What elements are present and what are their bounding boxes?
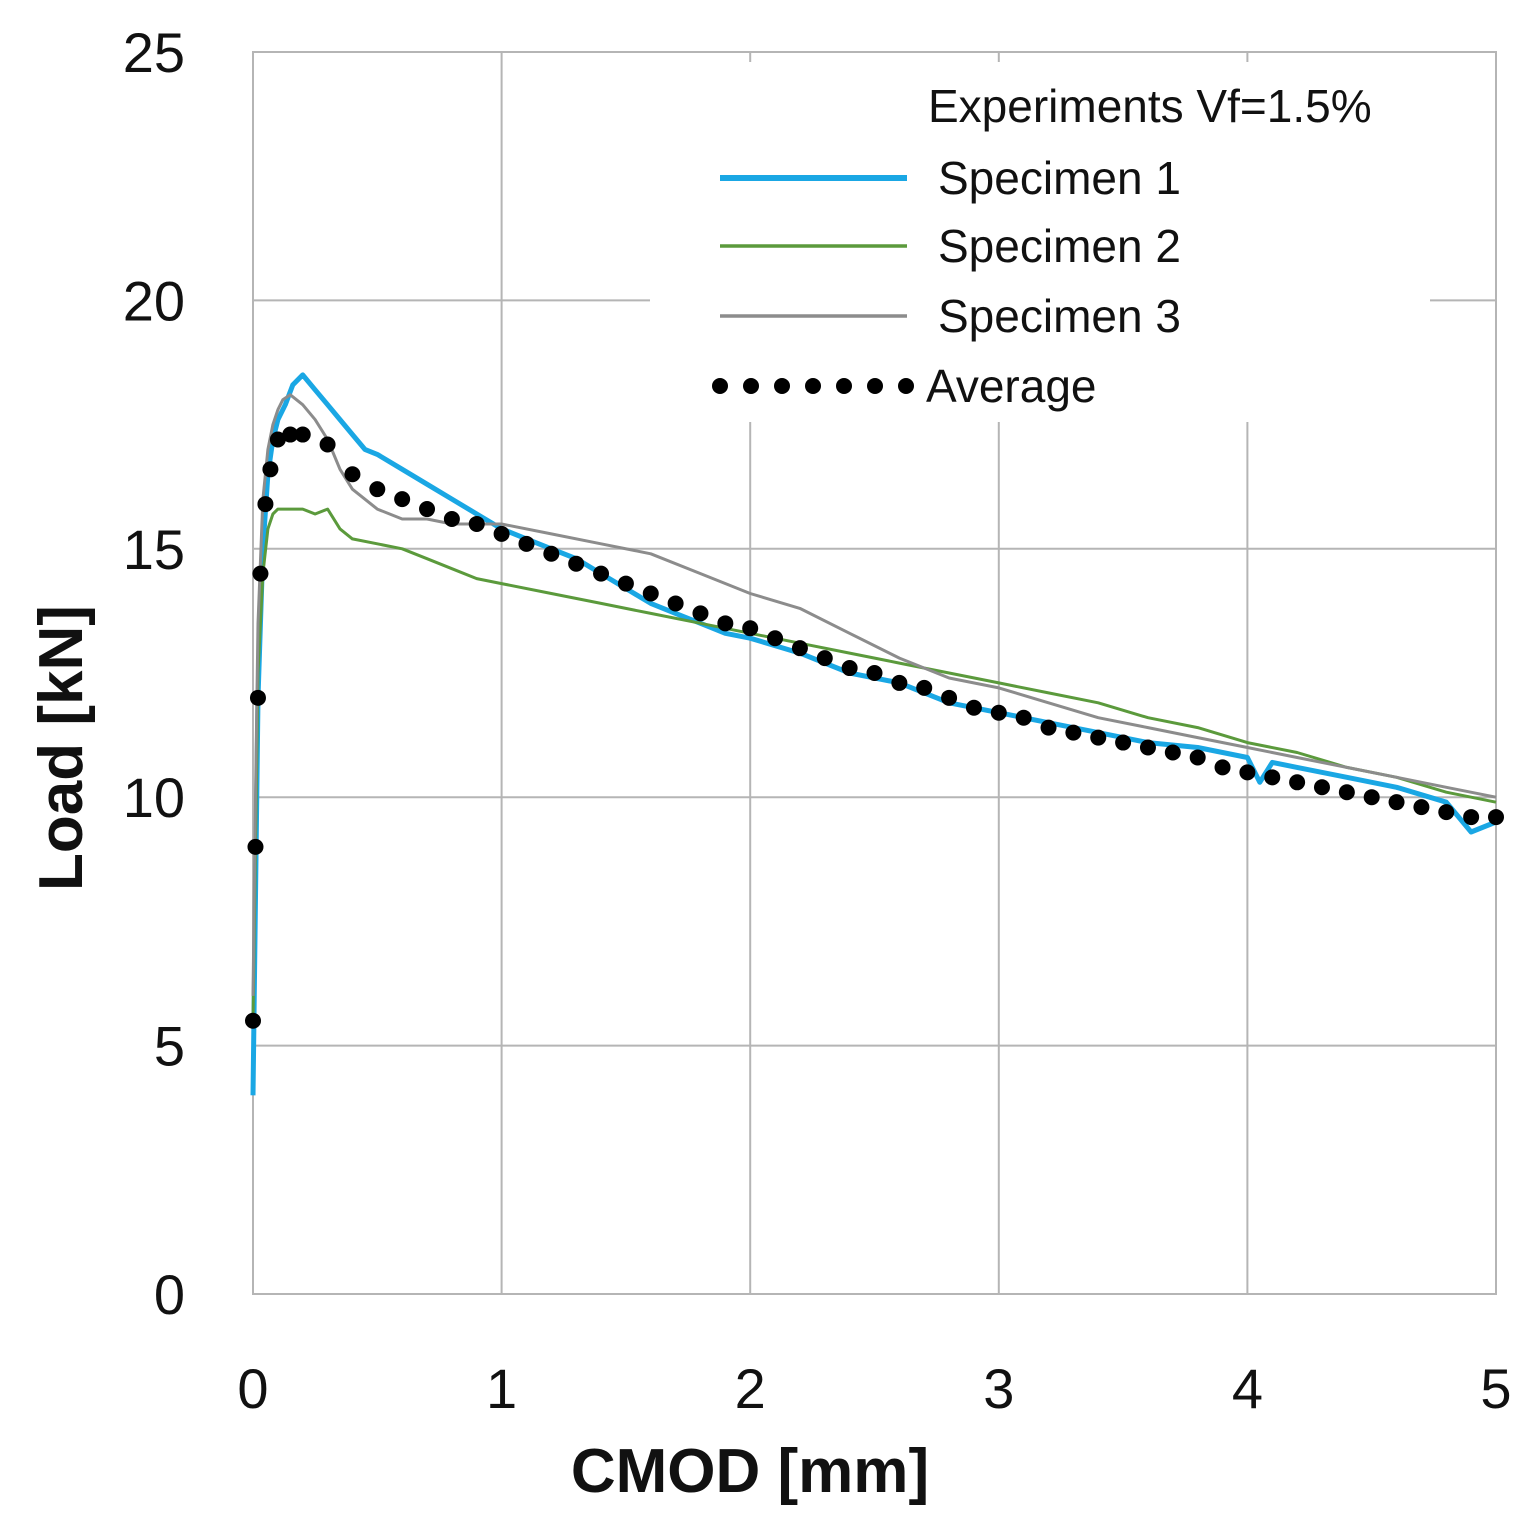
y-tick-label-1: 5 (154, 1015, 185, 1078)
average-point-4 (257, 496, 274, 513)
x-tick-label-0: 0 (237, 1357, 268, 1420)
average-point-25 (717, 615, 734, 632)
average-point-31 (866, 665, 883, 681)
average-point-44 (1189, 749, 1206, 766)
average-point-13 (419, 501, 436, 518)
average-point-50 (1338, 784, 1355, 801)
average-point-26 (742, 620, 759, 637)
y-tick-label-5: 25 (123, 21, 185, 84)
average-point-6 (269, 431, 286, 448)
legend-average-marker-0 (712, 378, 728, 394)
x-tick-label-4: 4 (1232, 1357, 1263, 1420)
legend-specimen-3-label: Specimen 3 (938, 290, 1181, 342)
average-point-22 (642, 585, 659, 602)
average-point-1 (247, 838, 264, 855)
specimen-3-line (251, 393, 1497, 996)
average-point-38 (1040, 719, 1057, 736)
x-tick-label-3: 3 (983, 1357, 1014, 1420)
average-point-51 (1363, 789, 1380, 806)
average-point-8 (294, 426, 311, 443)
average-point-34 (941, 689, 958, 706)
average-point-16 (493, 525, 510, 542)
average-point-47 (1264, 769, 1281, 786)
average-point-53 (1413, 799, 1430, 816)
legend-average-marker-3 (805, 378, 821, 394)
series-layer (245, 372, 1504, 1096)
average-point-42 (1139, 739, 1156, 756)
y-tick-label-4: 20 (123, 269, 185, 332)
average-point-9 (319, 436, 336, 453)
specimen-1-line (250, 372, 1497, 1096)
x-tick-label-2: 2 (735, 1357, 766, 1420)
average-point-40 (1090, 729, 1107, 746)
legend-average-marker-6 (898, 378, 914, 394)
average-point-46 (1239, 764, 1256, 781)
legend-specimen-1-label: Specimen 1 (938, 152, 1181, 204)
legend: Experiments Vf=1.5% Specimen 1 Specimen 2… (712, 80, 1372, 412)
average-point-39 (1065, 724, 1082, 741)
average-point-10 (344, 466, 361, 483)
average-point-19 (568, 555, 585, 572)
average-point-15 (468, 515, 485, 532)
average-point-5 (262, 461, 279, 478)
average-point-35 (965, 699, 982, 716)
average-point-52 (1388, 794, 1405, 811)
average-point-37 (1015, 709, 1032, 726)
average-point-43 (1164, 744, 1181, 761)
legend-background (650, 62, 1430, 422)
average-point-54 (1438, 804, 1455, 821)
average-point-20 (593, 565, 610, 582)
average-point-18 (543, 545, 560, 562)
legend-items: Specimen 1 Specimen 2 Specimen 3 Average (712, 152, 1181, 412)
average-point-17 (518, 535, 535, 552)
average-point-45 (1214, 759, 1231, 776)
x-tick-label-5: 5 (1480, 1357, 1511, 1420)
average-point-28 (791, 640, 808, 657)
average-point-14 (443, 510, 460, 527)
legend-average-marker-5 (867, 378, 883, 394)
specimen-2-line (251, 507, 1497, 1021)
average-point-24 (692, 605, 709, 622)
average-point-30 (841, 660, 858, 677)
legend-average-marker-4 (836, 378, 852, 394)
average-point-56 (1488, 809, 1504, 826)
plot-frame (252, 51, 1497, 1295)
legend-average-marker-1 (743, 378, 759, 394)
average-point-55 (1463, 809, 1480, 826)
y-axis-title: Load [kN] (27, 605, 96, 891)
x-tick-label-1: 1 (486, 1357, 517, 1420)
legend-average-marker-2 (774, 378, 790, 394)
average-point-36 (990, 704, 1007, 721)
average-point-12 (394, 491, 411, 508)
average-point-23 (667, 595, 684, 612)
average-point-49 (1313, 779, 1330, 796)
legend-specimen-2-label: Specimen 2 (938, 220, 1181, 272)
x-axis-title: CMOD [mm] (571, 1437, 929, 1506)
y-tick-label-2: 10 (123, 766, 185, 829)
average-point-41 (1115, 734, 1132, 751)
average-point-3 (252, 565, 269, 582)
average-point-21 (617, 575, 634, 592)
average-point-27 (767, 630, 784, 647)
average-point-7 (282, 426, 299, 443)
y-tick-label-3: 15 (123, 518, 185, 581)
tick-labels: 0 1 2 3 4 5 0 5 10 15 20 25 (123, 21, 1512, 1420)
average-point-32 (891, 674, 908, 691)
average-point-11 (369, 481, 386, 498)
average-point-33 (916, 679, 933, 696)
y-tick-label-0: 0 (154, 1263, 185, 1326)
average-point-29 (816, 650, 833, 667)
legend-average-label: Average (926, 360, 1097, 412)
average-series (245, 426, 1504, 1029)
legend-title: Experiments Vf=1.5% (928, 80, 1372, 132)
average-point-48 (1289, 774, 1306, 791)
plot-border (252, 51, 1497, 1295)
average-point-2 (249, 689, 266, 706)
average-point-0 (245, 1012, 261, 1029)
